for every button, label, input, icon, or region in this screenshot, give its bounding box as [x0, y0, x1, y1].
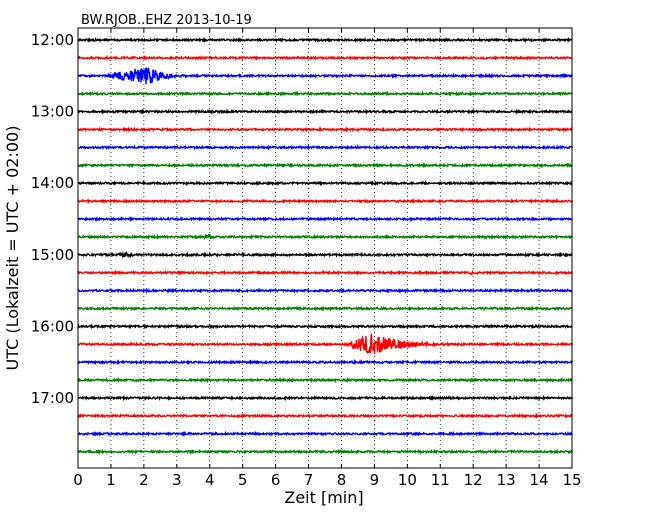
- x-tick-label: 7: [304, 471, 314, 489]
- grid-lines: [110, 28, 540, 468]
- trace-1345: [77, 162, 573, 169]
- trace-1515: [77, 269, 573, 277]
- x-tick-label: 9: [370, 471, 380, 489]
- x-tick-label: 8: [337, 471, 347, 489]
- trace-1730: [77, 430, 573, 437]
- trace-1645: [77, 377, 573, 384]
- x-tick-label: 14: [530, 471, 549, 489]
- trace-1715: [77, 412, 573, 420]
- trace-1215: [77, 54, 573, 61]
- y-tick-label: 12:00: [31, 31, 74, 49]
- trace-1630: [77, 358, 574, 366]
- y-tick-label: 16:00: [31, 317, 74, 335]
- trace-1200: [77, 36, 573, 43]
- trace-1245: [77, 90, 573, 98]
- trace-1545: [77, 305, 573, 312]
- x-tick-label: 5: [238, 471, 248, 489]
- trace-1415: [77, 198, 574, 205]
- trace-1400: [77, 180, 573, 187]
- x-tick-label: 2: [139, 471, 149, 489]
- x-tick-label: 12: [464, 471, 483, 489]
- trace-1300: [77, 108, 573, 115]
- trace-1500: [77, 251, 573, 259]
- x-tick-label: 0: [73, 471, 83, 489]
- trace-1430: [77, 215, 573, 223]
- trace-1315: [77, 126, 573, 133]
- y-tick-label: 15:00: [31, 246, 74, 264]
- x-axis-ticks: 0 1 2 3 4 5 6 7 8 9 10 11 12 13 14 15: [73, 28, 582, 489]
- x-tick-label: 6: [271, 471, 281, 489]
- x-tick-label: 15: [562, 471, 581, 489]
- trace-1330: [77, 144, 574, 151]
- y-tick-label: 13:00: [31, 103, 74, 121]
- x-tick-label: 13: [497, 471, 516, 489]
- x-tick-label: 1: [106, 471, 116, 489]
- x-axis-label: Zeit [min]: [284, 488, 363, 507]
- trace-1745: [77, 448, 574, 455]
- trace-1615: [77, 333, 574, 355]
- plot-frame: [77, 27, 573, 469]
- y-axis-label: UTC (Lokalzeit = UTC + 02:00): [3, 126, 22, 371]
- trace-1445: [77, 233, 574, 241]
- y-axis-ticks: 12:00 13:00 14:00 15:00 16:00 17:00: [31, 31, 572, 407]
- y-tick-label: 14:00: [31, 174, 74, 192]
- x-tick-label: 11: [431, 471, 450, 489]
- x-tick-label: 4: [205, 471, 215, 489]
- trace-1700: [77, 394, 574, 402]
- x-tick-label: 3: [172, 471, 182, 489]
- x-tick-label: 10: [398, 471, 417, 489]
- chart-title: BW.RJOB..EHZ 2013-10-19: [81, 13, 252, 28]
- y-tick-label: 17:00: [31, 389, 74, 407]
- trace-1600: [77, 323, 573, 330]
- trace-1530: [77, 287, 573, 294]
- trace-lines: [77, 36, 574, 455]
- trace-1230: [77, 67, 574, 84]
